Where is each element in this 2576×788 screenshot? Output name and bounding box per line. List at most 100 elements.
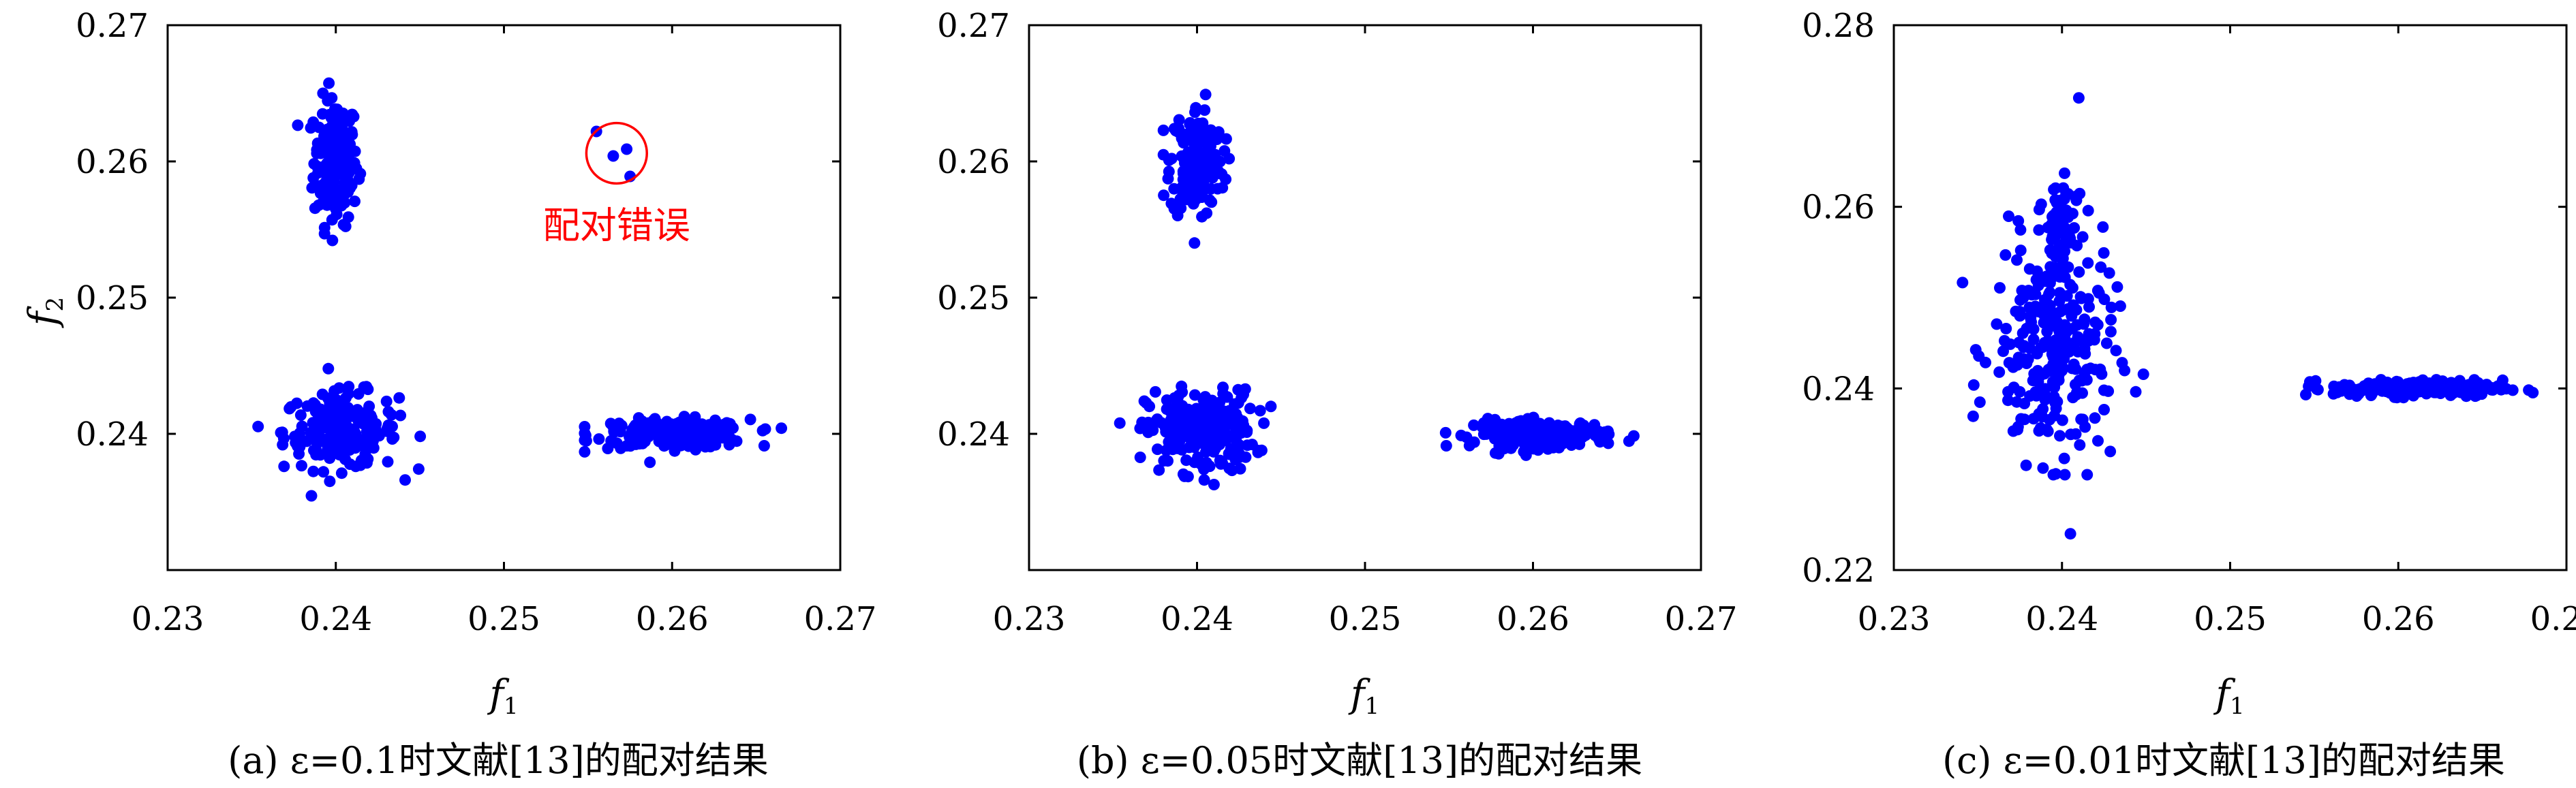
data-point (1189, 389, 1201, 401)
panel-c: 0.23 0.24 0.25 0.26 0.27 0.22 0.24 0.26 0.28 f1 (c… (1802, 7, 2576, 782)
data-point (2303, 380, 2315, 392)
data-point (1234, 462, 1246, 475)
data-point (1189, 237, 1201, 249)
data-point (2053, 370, 2065, 382)
y-tick-label: 0.27 (76, 7, 149, 45)
data-point (1967, 410, 1979, 422)
plot-frame (166, 24, 842, 571)
data-point (2046, 306, 2059, 319)
data-point (339, 453, 352, 465)
data-point (621, 143, 633, 155)
data-point (2104, 326, 2117, 338)
data-point (2098, 404, 2110, 415)
data-point (2014, 245, 2027, 257)
data-point (2464, 381, 2477, 393)
data-point (1171, 210, 1184, 221)
data-point (2003, 210, 2014, 222)
data-point (2067, 392, 2079, 404)
data-point (1208, 479, 1220, 490)
data-point (2054, 430, 2066, 442)
data-point (365, 409, 377, 422)
data-point (331, 185, 343, 197)
data-point (2024, 390, 2036, 402)
data-point (327, 197, 339, 209)
data-point (339, 150, 351, 161)
data-point (2062, 188, 2074, 200)
data-point (1254, 405, 1266, 417)
data-point (602, 443, 614, 454)
data-point (292, 119, 304, 131)
data-point (317, 87, 329, 99)
panel-caption: (b) ε=0.05时文献[13]的配对结果 (1077, 739, 1642, 782)
data-point (316, 388, 328, 400)
data-point (1218, 145, 1231, 157)
data-point (2011, 359, 2023, 371)
data-point (1176, 150, 1188, 162)
data-point (305, 490, 318, 502)
y-tick-label: 0.25 (76, 279, 149, 317)
data-point (1176, 380, 1188, 392)
data-point (1455, 429, 1467, 441)
data-point (399, 474, 411, 486)
data-point (1215, 458, 1227, 470)
data-point (252, 420, 264, 432)
data-point (382, 456, 394, 468)
data-point (1177, 174, 1189, 185)
data-point (2082, 204, 2094, 217)
data-point (2092, 435, 2104, 447)
data-point (2074, 439, 2086, 451)
data-point (673, 416, 686, 428)
data-point (1991, 318, 2003, 330)
y-tick-label: 0.22 (1802, 552, 1875, 590)
data-point (1589, 429, 1601, 441)
data-point (2094, 363, 2106, 375)
data-point (1199, 89, 1212, 101)
data-point (1994, 282, 2006, 294)
x-tick-label: 0.25 (2194, 600, 2267, 638)
data-point (2130, 385, 2142, 398)
data-point (1182, 157, 1195, 170)
data-point (318, 227, 331, 240)
data-point (1192, 165, 1204, 177)
data-point (1602, 425, 1614, 437)
data-point (331, 112, 343, 124)
data-point (2095, 261, 2107, 273)
data-point (322, 144, 335, 156)
data-point (1236, 392, 1248, 404)
data-point (2328, 380, 2340, 392)
data-point (335, 467, 348, 479)
data-point (2037, 462, 2049, 474)
x-tick-label: 0.27 (2530, 600, 2576, 638)
x-tick-label: 0.23 (132, 600, 204, 638)
y-axis-label: f2 (21, 297, 69, 328)
data-point (2338, 379, 2350, 391)
data-point (2010, 396, 2023, 408)
data-point (1223, 447, 1235, 460)
data-point (2056, 414, 2068, 426)
data-point (1219, 407, 1231, 419)
data-point (2391, 375, 2403, 388)
data-point (324, 397, 336, 409)
data-point (2065, 428, 2077, 441)
data-point (615, 420, 628, 432)
data-point (1468, 436, 1480, 448)
data-point (2059, 469, 2071, 481)
data-point (1205, 183, 1217, 195)
data-point (2015, 413, 2027, 425)
data-point (2082, 257, 2094, 269)
data-point (361, 457, 373, 469)
data-point (722, 426, 735, 438)
data-point (744, 413, 756, 426)
data-point (1173, 114, 1185, 126)
data-point (2365, 388, 2378, 400)
data-point (323, 77, 335, 89)
data-point (2105, 314, 2117, 326)
data-point (386, 420, 398, 432)
y-tick-label: 0.26 (76, 143, 149, 181)
data-point (307, 397, 320, 409)
data-point (356, 417, 369, 430)
data-point (1208, 159, 1220, 171)
plot-frame (1028, 24, 1702, 571)
data-point (2020, 459, 2032, 471)
data-point (326, 234, 339, 247)
